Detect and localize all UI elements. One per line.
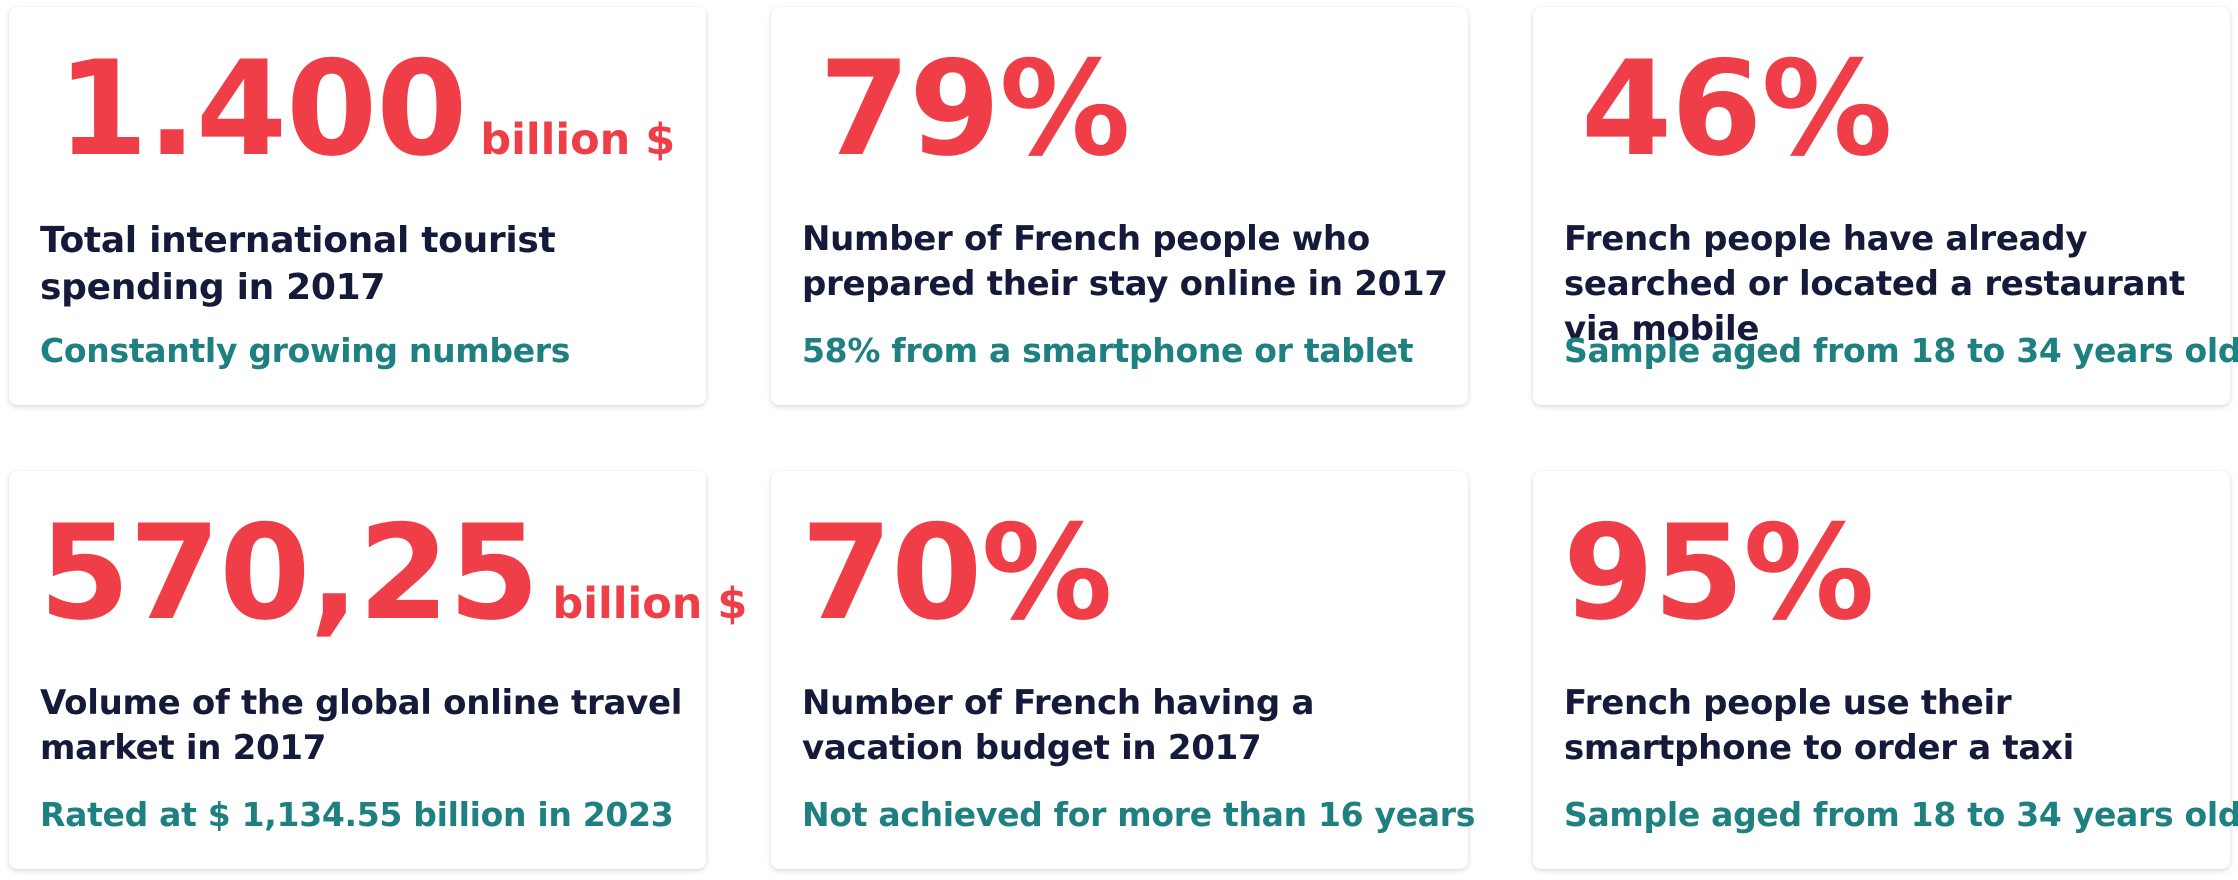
stat-unit: billion $ <box>480 115 676 165</box>
stat-value: 570,25 <box>39 496 540 649</box>
stat-value: 70% <box>801 496 1113 649</box>
stat-figure: 46% <box>1581 43 1893 174</box>
stat-card-online-preparation: 79% Number of French people who prepared… <box>771 7 1468 405</box>
stat-note: Sample aged from 18 to 34 years old <box>1564 331 2238 370</box>
stat-figure: 570,25 billion $ <box>39 507 747 638</box>
stat-figure: 79% <box>819 43 1131 174</box>
stat-value: 79% <box>819 32 1131 185</box>
stat-value: 95% <box>1563 496 1875 649</box>
stat-figure: 95% <box>1563 507 1875 638</box>
stat-value: 1.400 <box>57 32 467 185</box>
stat-label: Total international tourist spending in … <box>40 220 556 308</box>
stat-label: French people use their smartphone to or… <box>1564 683 2074 768</box>
stat-figure: 1.400 billion $ <box>57 43 675 174</box>
stat-card-online-travel-market: 570,25 billion $ Volume of the global onl… <box>9 471 747 869</box>
stat-note: Sample aged from 18 to 34 years old <box>1564 795 2238 834</box>
stat-label: Volume of the global online travel marke… <box>40 683 683 768</box>
stat-card-restaurant-search: 46% French people have already searched … <box>1533 7 2238 405</box>
stat-note: 58% from a smartphone or tablet <box>802 331 1414 370</box>
stat-figure: 70% <box>801 507 1113 638</box>
stat-unit: billion $ <box>552 579 748 629</box>
stat-card-vacation-budget: 70% Number of French having a vacation b… <box>771 471 1476 869</box>
stat-label: Number of French having a vacation budge… <box>802 683 1315 768</box>
stat-value: 46% <box>1581 32 1893 185</box>
stat-note: Constantly growing numbers <box>40 331 571 370</box>
stat-note: Not achieved for more than 16 years <box>802 795 1476 834</box>
stat-label: French people have already searched or l… <box>1564 219 2185 349</box>
stat-label: Number of French people who prepared the… <box>802 219 1448 304</box>
stat-card-tourist-spending: 1.400 billion $ Total international touri… <box>9 7 706 405</box>
stat-note: Rated at $ 1,134.55 billion in 2023 <box>40 795 674 834</box>
stat-card-taxi-ordering: 95% French people use their smartphone t… <box>1533 471 2238 869</box>
